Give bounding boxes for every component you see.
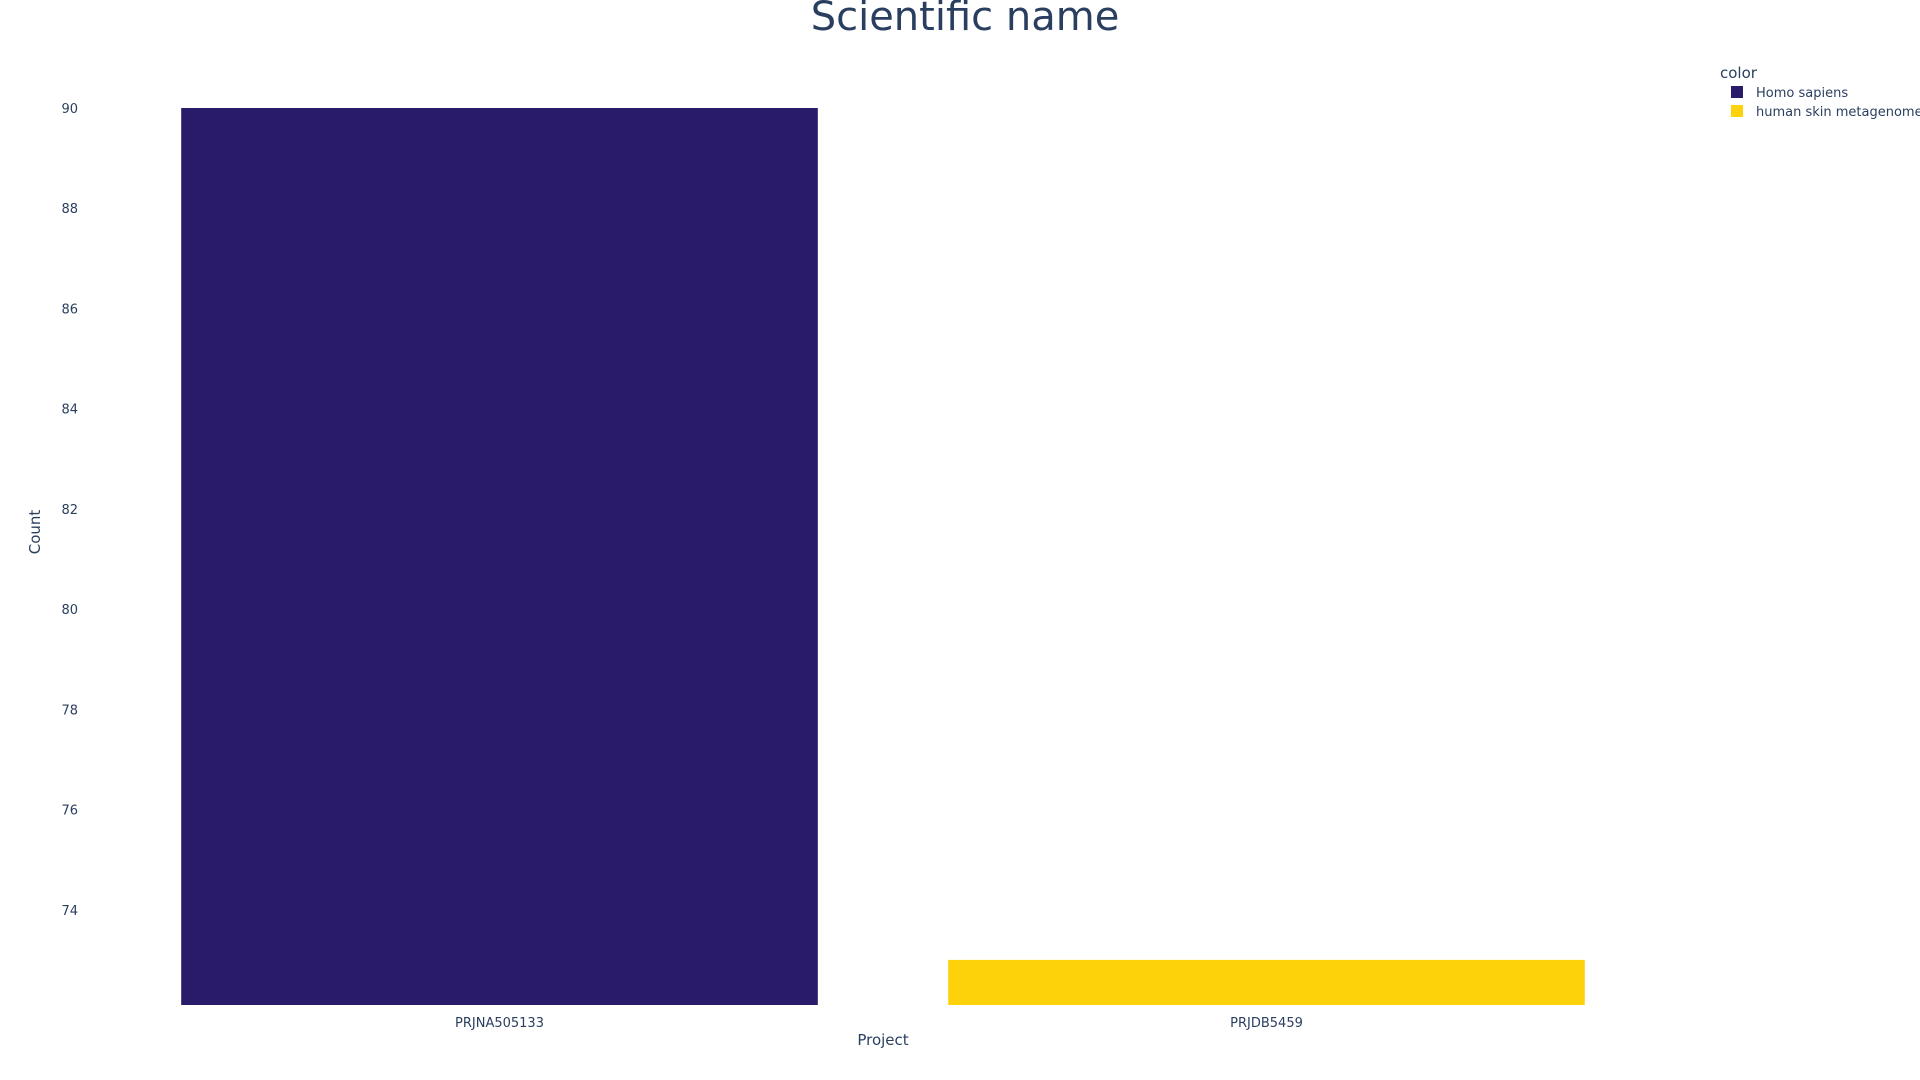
- y-tick-label: 84: [61, 403, 78, 418]
- x-tick-label: PRJNA505133: [455, 1016, 544, 1031]
- bars: [181, 108, 1585, 1005]
- y-axis-title: Count: [26, 510, 44, 555]
- legend-swatch[interactable]: [1731, 86, 1743, 98]
- legend-label[interactable]: human skin metagenome: [1756, 105, 1920, 120]
- legend-swatch[interactable]: [1731, 105, 1743, 117]
- bar-prjdb5459[interactable]: [948, 959, 1585, 1005]
- y-tick-label: 88: [61, 202, 78, 217]
- y-tick-label: 82: [61, 503, 78, 518]
- y-axis-ticks: 74 76 78 80 82 84 86 88 90: [61, 102, 78, 919]
- x-axis-ticks: PRJNA505133 PRJDB5459: [455, 1016, 1303, 1031]
- legend: color Homo sapiens human skin metagenome: [1720, 64, 1920, 120]
- legend-label[interactable]: Homo sapiens: [1756, 86, 1848, 101]
- chart-title: Scientific name: [811, 0, 1120, 40]
- y-tick-label: 74: [61, 904, 78, 919]
- legend-title: color: [1720, 64, 1758, 82]
- y-tick-label: 90: [61, 102, 78, 117]
- y-tick-label: 80: [61, 603, 78, 618]
- x-tick-label: PRJDB5459: [1230, 1016, 1303, 1031]
- y-tick-label: 76: [61, 804, 78, 819]
- bar-prjna505133[interactable]: [181, 108, 818, 1005]
- y-tick-label: 78: [61, 703, 78, 718]
- y-tick-label: 86: [61, 302, 78, 317]
- x-axis-title: Project: [857, 1031, 908, 1049]
